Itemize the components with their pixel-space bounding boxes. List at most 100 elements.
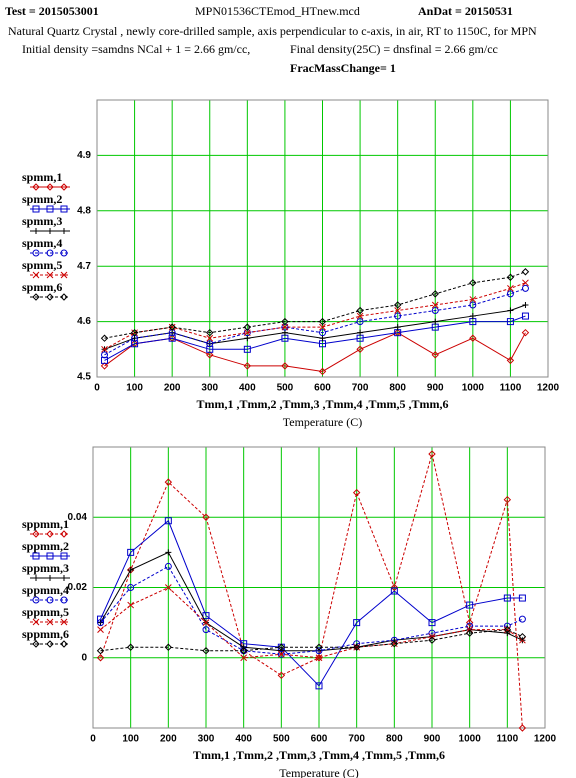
y-tick-label: 0.04 — [68, 512, 88, 523]
y-tick-label: 4.7 — [77, 261, 91, 272]
data-point — [390, 587, 398, 595]
legend-marker — [46, 640, 54, 648]
data-point — [431, 351, 439, 359]
data-point — [518, 724, 527, 732]
legend-marker — [46, 552, 54, 560]
data-point — [164, 562, 172, 570]
legend-marker — [61, 228, 67, 234]
series-line — [104, 271, 526, 339]
x-tick-label: 700 — [348, 734, 365, 745]
data-point — [521, 312, 529, 320]
data-point — [428, 619, 436, 627]
x-tick-label: 1000 — [462, 383, 485, 394]
data-point — [521, 284, 529, 292]
x-axis-label: Temperature (C) — [279, 766, 358, 778]
legend-marker — [60, 618, 68, 626]
legend-label: sppmm,4 — [22, 583, 69, 597]
legend-marker — [46, 249, 54, 257]
legend-marker — [32, 530, 40, 538]
x-tick-label: 0 — [90, 734, 96, 745]
data-point — [431, 307, 439, 315]
data-point — [506, 290, 514, 298]
data-point — [206, 351, 214, 359]
data-point — [352, 643, 361, 651]
legend-marker — [46, 205, 54, 213]
data-point — [521, 268, 530, 276]
data-point — [164, 478, 173, 486]
data-point — [518, 632, 527, 641]
series-line — [100, 519, 523, 687]
data-point — [243, 323, 252, 331]
data-point — [281, 362, 289, 370]
data-point — [243, 345, 251, 353]
x-axis-label: Tmm,1 ,Tmm,2 ,Tmm,3 ,Tmm,4 ,Tmm,5 ,Tmm,6 — [193, 748, 445, 762]
plot-frame — [96, 99, 549, 378]
x-tick-label: 1100 — [496, 734, 518, 745]
data-point — [239, 647, 248, 655]
data-point — [503, 495, 512, 504]
legend-marker — [47, 575, 53, 581]
x-axis-label: Tmm,1 ,Tmm,2 ,Tmm,3 ,Tmm,4 ,Tmm,5 ,Tmm,6 — [197, 397, 449, 411]
data-point — [465, 618, 474, 627]
legend-marker — [33, 575, 39, 581]
data-point — [428, 636, 436, 644]
data-point — [394, 324, 401, 331]
data-point — [277, 650, 285, 658]
data-point — [522, 301, 529, 308]
data-point — [506, 273, 515, 281]
legend-marker — [46, 596, 54, 604]
x-tick-label: 800 — [389, 383, 406, 394]
data-point — [394, 312, 402, 320]
x-tick-label: 100 — [126, 383, 143, 394]
data-point — [97, 619, 104, 626]
data-point — [127, 601, 135, 609]
data-point — [393, 301, 402, 309]
data-point — [506, 318, 514, 326]
y-tick-label: 0 — [81, 652, 87, 663]
data-point — [356, 345, 364, 354]
file-name: MPN01536CTEmod_HTnew.mcd — [195, 4, 360, 18]
data-point — [353, 619, 361, 627]
data-point — [518, 594, 526, 602]
series-line — [100, 629, 523, 652]
data-point — [318, 367, 327, 376]
x-tick-label: 200 — [164, 383, 181, 394]
x-tick-label: 500 — [277, 383, 294, 394]
legend-marker — [60, 293, 68, 301]
data-point — [206, 334, 214, 342]
data-point — [281, 317, 289, 326]
data-point — [202, 626, 210, 634]
legend-label: sppmm,2 — [22, 539, 69, 553]
data-point — [97, 619, 105, 627]
data-point — [431, 301, 439, 309]
data-point — [315, 643, 323, 651]
legend-marker — [32, 293, 40, 301]
data-point — [240, 654, 248, 662]
data-point — [101, 345, 108, 353]
legend-label: spmm,3 — [22, 214, 62, 228]
data-point — [469, 296, 477, 303]
legend-marker — [32, 596, 40, 604]
y-tick-label: 4.5 — [77, 372, 91, 383]
data-point — [168, 323, 176, 331]
data-point — [522, 279, 529, 287]
legend-label: sppmm,1 — [22, 517, 69, 531]
legend-marker — [32, 618, 40, 626]
legend-marker — [46, 618, 54, 626]
legend-label: spmm,5 — [22, 258, 62, 272]
test-id: Test = 2015053001 — [5, 4, 99, 18]
x-tick-label: 600 — [314, 383, 331, 394]
x-tick-label: 300 — [201, 383, 218, 394]
data-point — [432, 318, 439, 325]
legend-marker — [32, 205, 40, 213]
x-tick-label: 600 — [311, 734, 328, 745]
x-tick-label: 200 — [160, 734, 177, 745]
legend-marker — [46, 271, 54, 279]
plot-frame — [92, 446, 546, 729]
legend-marker — [60, 205, 68, 213]
data-point — [318, 317, 327, 326]
x-tick-label: 900 — [427, 383, 444, 394]
data-point — [97, 626, 104, 634]
legend-label: sppmm,3 — [22, 561, 69, 575]
